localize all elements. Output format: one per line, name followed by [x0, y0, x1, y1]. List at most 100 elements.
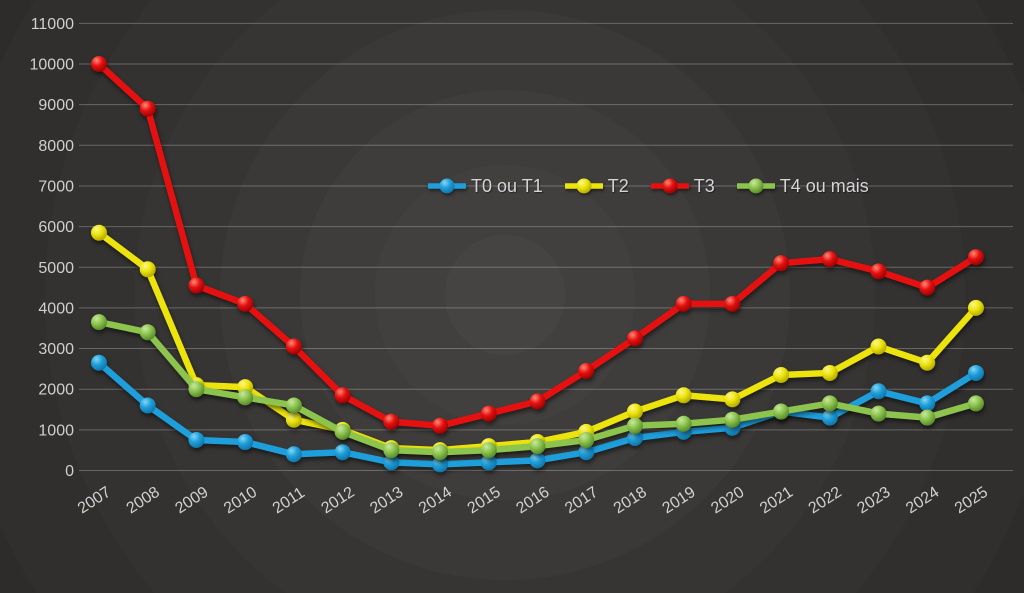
data-point-marker: [91, 224, 107, 241]
data-point-marker: [821, 409, 838, 426]
x-axis-label: 2010: [221, 484, 260, 518]
data-point-marker: [188, 432, 205, 449]
data-point-marker: [91, 56, 107, 72]
data-point-marker: [237, 434, 254, 451]
legend-item-t3: T3: [650, 175, 715, 197]
data-point-marker: [480, 405, 497, 422]
data-point-marker: [285, 446, 302, 463]
data-point-marker: [919, 409, 936, 426]
y-axis-label: 8000: [38, 138, 74, 155]
data-point-marker: [334, 444, 351, 461]
data-point-marker: [432, 444, 449, 461]
legend-label: T0 ou T1: [471, 175, 543, 196]
legend-item-t0-ou-t1: T0 ou T1: [428, 175, 543, 197]
y-axis-label: 1000: [38, 422, 74, 439]
data-point-marker: [529, 438, 546, 455]
data-point-marker: [285, 411, 302, 428]
legend-label: T4 ou mais: [779, 175, 869, 196]
y-axis-label: 6000: [38, 219, 74, 236]
data-point-marker: [237, 389, 254, 406]
x-axis-label: 2013: [367, 484, 406, 518]
y-axis-label: 4000: [38, 300, 74, 317]
data-point-marker: [529, 452, 546, 469]
data-point-marker: [773, 403, 790, 420]
gridlines: [79, 22, 1013, 471]
x-axis-label: 2009: [172, 484, 211, 518]
data-point-marker: [967, 364, 984, 381]
x-axis-label: 2020: [708, 484, 747, 518]
x-axis-labels: 2007 2008 2009 2010 2011 2012 2013 2014 2015 2016…: [75, 484, 991, 518]
x-axis-label: 2014: [416, 484, 455, 518]
y-axis-label: 9000: [38, 97, 74, 114]
data-point-marker: [91, 314, 107, 331]
data-point-marker: [626, 330, 643, 347]
data-point-marker: [334, 387, 351, 404]
data-point-marker: [139, 100, 156, 117]
x-axis-label: 2018: [611, 484, 650, 518]
data-point-marker: [870, 383, 887, 400]
x-axis-label: 2016: [513, 484, 552, 518]
data-point-marker: [383, 413, 400, 430]
data-point-marker: [626, 417, 643, 434]
y-axis-label: 2000: [38, 382, 74, 399]
data-point-marker: [967, 249, 984, 266]
data-point-marker: [432, 417, 449, 434]
y-axis-labels: 0 1000 2000 3000 4000 5000 6000 7000 8000 9000 100…: [30, 16, 75, 480]
x-axis-label: 2025: [952, 484, 991, 518]
legend-label: T3: [693, 175, 715, 196]
legend-item-t4-ou-mais: T4 ou mais: [736, 175, 869, 197]
y-axis-label: 11000: [31, 16, 74, 33]
x-axis-label: 2008: [124, 484, 163, 518]
x-axis-label: 2021: [757, 484, 796, 518]
data-point-marker: [967, 299, 984, 316]
data-point-marker: [870, 405, 887, 422]
data-point-marker: [919, 395, 936, 412]
data-point-marker: [91, 354, 107, 371]
data-point-marker: [821, 251, 838, 268]
data-point-marker: [383, 454, 400, 471]
y-axis-label: 3000: [38, 341, 74, 358]
data-point-marker: [724, 391, 741, 408]
data-point-marker: [578, 444, 595, 461]
data-point-marker: [675, 415, 692, 432]
data-point-marker: [237, 295, 254, 312]
data-point-marker: [432, 456, 449, 473]
x-axis-label: 2012: [319, 484, 358, 518]
data-point-marker: [578, 362, 595, 379]
series-line: [95, 60, 980, 430]
data-point-marker: [139, 324, 156, 341]
y-axis-label: 0: [65, 463, 74, 480]
data-point-marker: [724, 295, 741, 312]
data-point-marker: [578, 432, 595, 449]
data-point-marker: [529, 393, 546, 410]
data-point-marker: [285, 397, 302, 414]
legend-marker-icon: [736, 178, 775, 194]
series-t3: [91, 56, 984, 434]
data-point-marker: [821, 364, 838, 381]
x-axis-label: 2011: [270, 484, 308, 517]
legend-marker-icon: [428, 178, 466, 194]
data-point-marker: [480, 454, 497, 471]
series-t4-ou-mais: [91, 314, 984, 461]
y-axis-label: 5000: [38, 260, 74, 277]
legend-label: T2: [607, 175, 629, 196]
legend-item-t2: T2: [564, 175, 629, 197]
data-point-marker: [870, 338, 887, 355]
x-axis-label: 2022: [806, 484, 845, 518]
x-axis-label: 2007: [75, 484, 114, 518]
series-t2: [91, 224, 984, 459]
data-point-marker: [334, 423, 351, 440]
data-point-marker: [675, 387, 692, 404]
data-point-marker: [188, 381, 205, 398]
data-point-marker: [139, 397, 156, 414]
y-axis-label: 10000: [30, 57, 75, 74]
data-point-marker: [383, 442, 400, 459]
data-point-marker: [626, 403, 643, 420]
data-point-marker: [919, 279, 936, 296]
data-point-marker: [724, 411, 741, 428]
x-axis-label: 2023: [854, 484, 893, 518]
data-point-marker: [870, 263, 887, 280]
y-axis-label: 7000: [38, 178, 74, 195]
